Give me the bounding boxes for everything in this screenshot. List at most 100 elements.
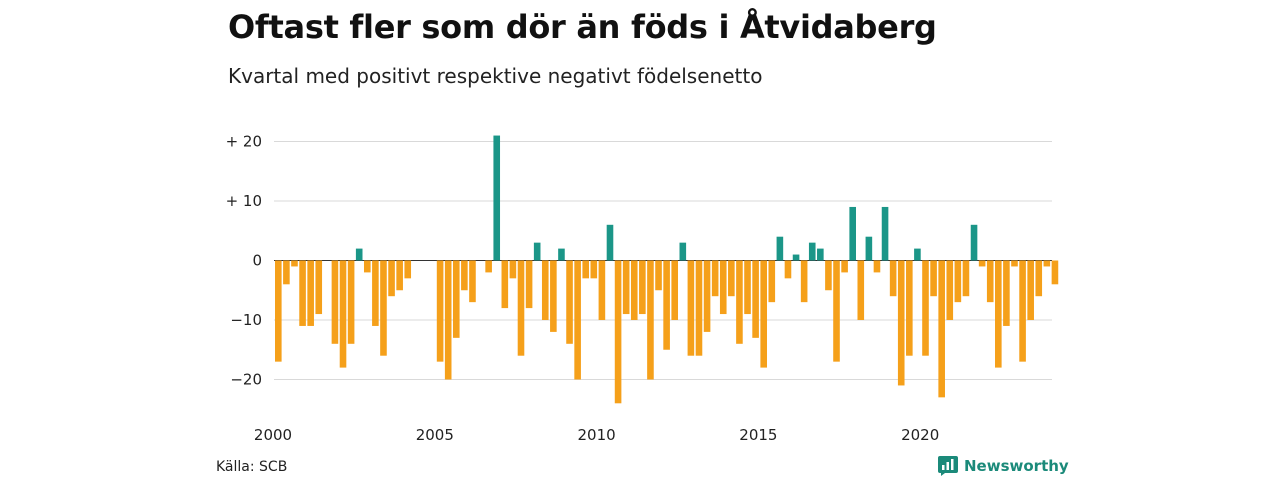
bar [436,260,444,362]
brand-logo[interactable]: Newsworthy [938,456,1069,476]
bar [388,260,395,297]
bar [655,260,662,291]
bar [404,260,412,279]
bar [283,260,290,285]
bar [598,260,606,320]
bar [372,260,379,326]
bar [760,260,767,368]
bar [728,260,735,297]
bar [938,260,945,398]
source-note: Källa: SCB [216,459,288,475]
y-tick-label: + 20 [226,133,262,151]
bar [978,260,986,267]
bar [315,260,323,315]
bar [647,260,654,380]
bar [808,242,816,261]
y-axis-ticks: + 20 + 10 0 −10 −20 [226,133,262,389]
y-tick-label: + 10 [226,192,262,210]
bar [509,260,517,279]
bar [331,260,339,344]
bar [469,260,476,303]
bar [1011,260,1018,267]
bar [800,260,808,303]
bar [630,260,638,320]
bar [776,236,784,261]
bar [857,260,865,320]
bar [501,260,509,309]
bar [744,260,751,315]
bar [962,260,970,297]
bar [817,248,824,261]
bar [703,260,711,332]
x-tick-label: 2015 [739,426,777,444]
bar [897,260,905,386]
bar [452,260,460,338]
bar [444,260,452,380]
bar [541,260,549,320]
bar [914,248,921,261]
bar [671,260,679,320]
bar [590,260,598,279]
bar [986,260,994,303]
bar [380,260,387,356]
newsworthy-logo-icon [938,456,958,476]
bar [663,260,670,350]
bar [752,260,759,338]
y-tick-label: 0 [252,252,262,270]
y-tick-label: −10 [230,311,262,329]
bar [711,260,719,297]
bar [347,260,355,344]
bar [396,260,403,291]
bar [299,260,306,326]
bar [533,242,541,261]
bar [768,260,776,303]
bar [922,260,929,356]
x-tick-label: 2000 [254,426,292,444]
bar [841,260,848,273]
bar [355,248,363,261]
chart-title: Oftast fler som dör än föds i Åtvidaberg [228,8,937,46]
bar [784,260,792,279]
bar [833,260,840,362]
bar [566,260,573,344]
x-axis-ticks: 2000 2005 2010 2015 2020 [254,426,939,444]
bar [558,248,565,261]
bar [485,260,492,273]
x-tick-label: 2020 [901,426,939,444]
bar [1003,260,1010,326]
bar [550,260,557,332]
bar [1043,260,1051,267]
bar [906,260,913,356]
bar [865,236,873,261]
bar [930,260,937,297]
bar [1027,260,1034,320]
bar [517,260,525,356]
bar [679,242,687,261]
x-tick-label: 2005 [416,426,454,444]
bar [622,260,630,315]
bar [275,260,282,362]
y-tick-label: −20 [230,371,262,389]
bar [574,260,581,380]
bar [995,260,1002,368]
bar [1051,260,1059,285]
bar [881,206,889,261]
chart-subtitle: Kvartal med positivt respektive negativt… [228,64,763,88]
bar [946,260,954,320]
bars [275,135,1059,404]
bar [849,206,856,261]
bar [825,260,832,291]
bar [889,260,897,297]
bar [873,260,881,273]
bar [291,260,298,267]
bar [614,260,622,404]
bar [582,260,590,279]
bar [606,224,614,261]
bar [639,260,646,315]
x-tick-label: 2010 [578,426,616,444]
bar [1035,260,1043,297]
bar [525,260,533,309]
bar [792,254,800,261]
bar [695,260,703,356]
